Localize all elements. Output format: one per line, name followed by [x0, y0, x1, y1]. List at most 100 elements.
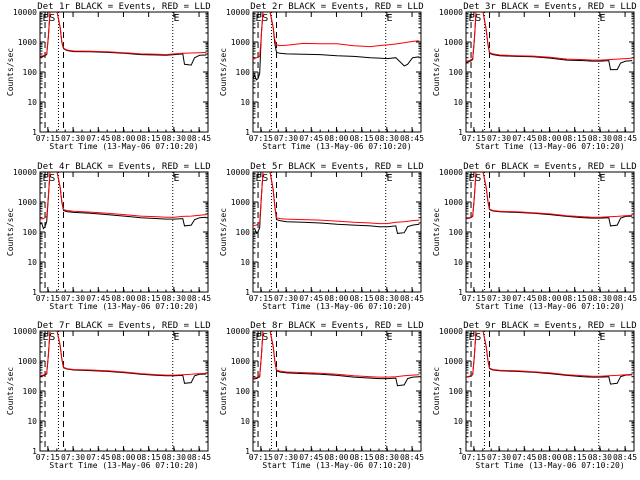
x-tick-label: 08:15 — [563, 294, 587, 303]
x-tick-label: 08:30 — [162, 294, 186, 303]
x-axis-label: Start Time (13-May-06 07:10:20) — [49, 142, 198, 151]
x-tick-label: 07:30 — [61, 294, 85, 303]
lld-series-line — [466, 331, 633, 378]
x-tick-label: 07:15 — [36, 453, 60, 462]
y-axis-label: Counts/sec — [432, 48, 441, 96]
y-axis-label: Counts/sec — [219, 367, 228, 415]
y-tick-label: 10000 — [13, 8, 37, 17]
y-tick-label: 1000 — [444, 38, 463, 47]
y-tick-label: 1 — [245, 447, 250, 456]
lld-series-line — [253, 12, 420, 61]
panel-title: Det 2r BLACK = Events, RED = LLD — [250, 2, 423, 12]
marker-label: S — [475, 173, 481, 184]
plot-frame — [252, 171, 422, 293]
x-tick-label: 08:15 — [137, 294, 161, 303]
y-tick-label: 10000 — [13, 168, 37, 177]
marker-label: E — [256, 332, 262, 343]
x-tick-label: 08:00 — [324, 294, 348, 303]
marker-label: E — [387, 332, 393, 343]
x-tick-label: 07:45 — [86, 453, 110, 462]
marker-label: S — [49, 13, 55, 24]
x-tick-label: 08:30 — [162, 453, 186, 462]
events-series-line — [466, 12, 633, 71]
x-tick-label: 07:45 — [512, 134, 536, 143]
x-axis-label: Start Time (13-May-06 07:10:20) — [262, 142, 411, 151]
y-tick-label: 1 — [32, 128, 37, 137]
x-tick-label: 07:15 — [462, 134, 486, 143]
panel-5: Det 5r BLACK = Events, RED = LLD 1 10 100 10… — [219, 162, 424, 311]
plot-frame — [252, 330, 422, 452]
x-tick-label: 08:15 — [137, 453, 161, 462]
x-tick-label: 08:45 — [400, 294, 424, 303]
y-tick-label: 1 — [458, 447, 463, 456]
marker-label: E — [387, 173, 393, 184]
y-tick-label: 100 — [23, 387, 38, 396]
x-tick-label: 08:45 — [187, 134, 211, 143]
y-tick-label: 1 — [32, 288, 37, 297]
x-axis-label: Start Time (13-May-06 07:10:20) — [475, 142, 624, 151]
x-tick-label: 08:45 — [187, 453, 211, 462]
y-tick-label: 1000 — [18, 38, 37, 47]
marker-label: E — [43, 173, 49, 184]
y-axis-label: Counts/sec — [219, 208, 228, 256]
y-axis-label: Counts/sec — [432, 208, 441, 256]
panel-8: Det 8r BLACK = Events, RED = LLD 1 10 100 10… — [219, 321, 424, 470]
y-tick-label: 100 — [449, 68, 464, 77]
x-tick-label: 08:00 — [111, 453, 135, 462]
marker-label: E — [600, 173, 606, 184]
marker-label: E — [174, 332, 180, 343]
panel-9: Det 9r BLACK = Events, RED = LLD 1 10 100 10… — [432, 321, 637, 470]
x-axis-label: Start Time (13-May-06 07:10:20) — [49, 302, 198, 311]
y-tick-label: 1000 — [444, 357, 463, 366]
x-axis-label: Start Time (13-May-06 07:10:20) — [475, 461, 624, 470]
x-axis-label: Start Time (13-May-06 07:10:20) — [475, 302, 624, 311]
y-tick-label: 1000 — [231, 198, 250, 207]
marker-label: E — [600, 13, 606, 24]
lld-series-line — [466, 12, 633, 62]
x-tick-label: 07:45 — [299, 134, 323, 143]
panel-title: Det 4r BLACK = Events, RED = LLD — [37, 162, 210, 172]
x-tick-label: 08:30 — [375, 294, 399, 303]
plot-frame — [252, 11, 422, 133]
x-tick-label: 08:45 — [613, 134, 637, 143]
panel-4: Det 4r BLACK = Events, RED = LLD 1 10 100 10… — [6, 162, 211, 311]
x-tick-label: 08:15 — [563, 134, 587, 143]
x-tick-label: 08:30 — [588, 294, 612, 303]
y-tick-label: 10 — [27, 98, 37, 107]
x-tick-label: 07:15 — [249, 134, 273, 143]
x-tick-label: 08:00 — [111, 294, 135, 303]
plot-frame — [465, 330, 635, 452]
plot-frame — [465, 11, 635, 133]
x-tick-label: 08:00 — [537, 453, 561, 462]
marker-label: E — [387, 13, 393, 24]
panel-title: Det 8r BLACK = Events, RED = LLD — [250, 321, 423, 331]
y-tick-label: 10000 — [439, 327, 463, 336]
x-tick-label: 08:00 — [111, 134, 135, 143]
x-tick-label: 08:15 — [137, 134, 161, 143]
lld-series-line — [253, 172, 420, 227]
x-tick-label: 08:45 — [187, 294, 211, 303]
marker-label: E — [174, 13, 180, 24]
marker-label: E — [469, 13, 475, 24]
y-axis-label: Counts/sec — [6, 367, 15, 415]
y-tick-label: 10 — [27, 258, 37, 267]
panel-3: Det 3r BLACK = Events, RED = LLD 1 10 100 10… — [432, 2, 637, 151]
y-tick-label: 10 — [453, 98, 463, 107]
x-tick-label: 08:30 — [588, 453, 612, 462]
y-tick-label: 10 — [240, 417, 250, 426]
x-tick-label: 07:45 — [86, 134, 110, 143]
x-tick-label: 08:45 — [613, 453, 637, 462]
y-tick-label: 10 — [27, 417, 37, 426]
lld-series-line — [40, 12, 207, 57]
marker-label: S — [475, 332, 481, 343]
x-tick-label: 07:45 — [86, 294, 110, 303]
plot-frame — [39, 330, 209, 452]
x-tick-label: 07:15 — [249, 453, 273, 462]
lld-series-line — [40, 331, 207, 376]
y-tick-label: 10000 — [226, 168, 250, 177]
marker-label: E — [469, 173, 475, 184]
x-tick-label: 08:00 — [537, 134, 561, 143]
marker-label: E — [256, 173, 262, 184]
y-axis-label: Counts/sec — [6, 208, 15, 256]
